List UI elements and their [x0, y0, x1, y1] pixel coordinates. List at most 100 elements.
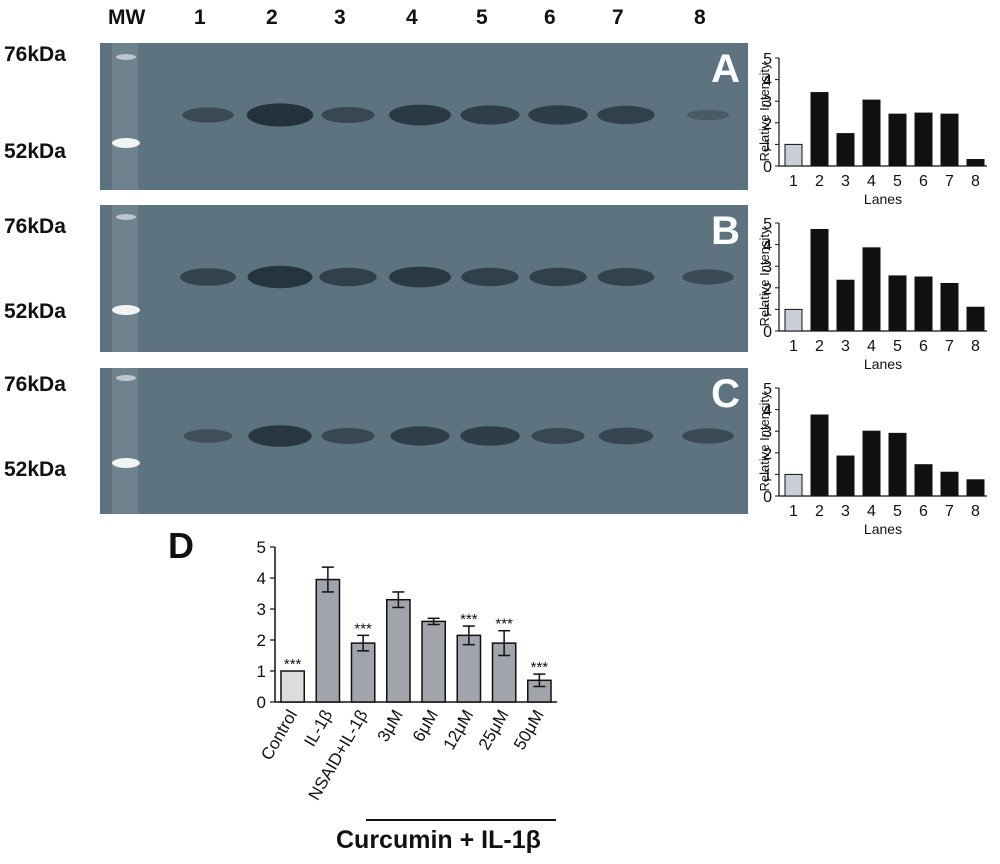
y-tick-label: 2 — [257, 631, 266, 650]
band-lane-6 — [528, 105, 588, 125]
y-tick-label: 1 — [763, 137, 772, 154]
band-lane-2 — [248, 425, 312, 447]
band-lane-3 — [321, 428, 375, 444]
lane-number-2: 2 — [266, 6, 278, 29]
x-tick-label: 25μM — [475, 707, 513, 754]
mw-marker-76 — [116, 54, 136, 60]
bar-lane-6 — [914, 112, 933, 167]
y-tick-label: 3 — [763, 94, 772, 111]
band-lane-2 — [247, 265, 313, 289]
x-tick-label: 1 — [789, 503, 798, 520]
band-lane-1 — [183, 429, 233, 443]
bar-lane-7 — [940, 471, 959, 497]
band-lane-1 — [180, 268, 236, 286]
y-tick-label: 3 — [763, 424, 772, 441]
lane-number-8: 8 — [694, 6, 706, 29]
band-lane-7 — [597, 268, 655, 286]
band-lane-8 — [686, 109, 730, 121]
y-tick-label: 4 — [257, 569, 266, 588]
bar-lane-2 — [810, 92, 829, 167]
band-lane-5 — [460, 426, 520, 446]
x-tick-label: 5 — [893, 173, 902, 190]
bar-lane-3 — [836, 133, 855, 167]
bar-lane-4 — [862, 430, 881, 497]
x-tick-label: 5 — [893, 503, 902, 520]
blot-a-image — [100, 43, 748, 190]
panel-c-letter: C — [711, 372, 740, 416]
bar-lane-4 — [862, 99, 881, 167]
y-tick-label: 0 — [763, 324, 772, 341]
lane-number-6: 6 — [544, 6, 556, 29]
x-tick-label: 4 — [867, 338, 876, 355]
x-tick-label: 1 — [789, 338, 798, 355]
y-tick-label: 4 — [763, 73, 772, 90]
band-lane-6 — [529, 267, 587, 287]
y-tick-label: 4 — [763, 403, 772, 420]
y-tick-label: 5 — [257, 538, 266, 557]
mw-marker-52 — [112, 458, 140, 468]
bar-Control — [280, 670, 305, 703]
bar-lane-8 — [966, 479, 985, 497]
panel-a-letter: A — [711, 47, 740, 91]
x-tick-label: 3 — [841, 503, 850, 520]
y-tick-label: 2 — [763, 281, 772, 298]
y-tick-label: 1 — [763, 467, 772, 484]
y-tick-label: 1 — [257, 662, 266, 681]
bar-lane-2 — [810, 414, 829, 497]
mw-marker-76 — [116, 375, 136, 381]
band-lane-5 — [460, 105, 520, 125]
x-tick-label: 8 — [971, 173, 980, 190]
lane-number-3: 3 — [334, 6, 346, 29]
x-tick-label: 3 — [841, 173, 850, 190]
blot-b: B — [100, 205, 748, 352]
band-lane-7 — [597, 105, 655, 125]
y-tick-label: 5 — [763, 216, 772, 233]
band-lane-4 — [389, 104, 451, 126]
mw-marker-52 — [112, 305, 140, 315]
y-tick-label: 0 — [763, 489, 772, 506]
x-tick-label: 3 — [841, 338, 850, 355]
x-tick-label: 50μM — [510, 707, 548, 754]
bar-lane-2 — [810, 228, 829, 332]
bar-3μM — [386, 598, 411, 703]
bar-6μM — [421, 620, 446, 703]
bar-lane-1 — [784, 143, 803, 167]
bar-lane-7 — [940, 113, 959, 167]
x-tick-label: 6μM — [409, 707, 442, 745]
x-tick-label: 8 — [971, 338, 980, 355]
x-tick-label: 2 — [815, 338, 824, 355]
significance-marker: *** — [354, 620, 372, 637]
mw-52-label-a: 52kDa — [4, 140, 66, 163]
significance-marker: *** — [284, 656, 302, 673]
x-axis-title: Lanes — [864, 191, 902, 207]
blot-c-image — [100, 368, 748, 514]
bar-lane-8 — [966, 159, 985, 167]
bar-lane-6 — [914, 464, 933, 497]
x-tick-label: 8 — [971, 503, 980, 520]
panel-d-letter: D — [168, 525, 194, 566]
bar-lane-7 — [940, 282, 959, 332]
band-lane-4 — [390, 426, 450, 446]
x-tick-label: 6 — [919, 338, 928, 355]
x-tick-label: 2 — [815, 173, 824, 190]
y-tick-label: 0 — [763, 159, 772, 176]
significance-marker: *** — [460, 611, 478, 628]
x-tick-label: 7 — [945, 338, 954, 355]
band-lane-5 — [461, 267, 519, 287]
y-axis-title: Relative Intensity — [757, 62, 772, 161]
y-tick-label: 5 — [763, 51, 772, 68]
x-tick-label: 7 — [945, 173, 954, 190]
significance-marker: *** — [531, 659, 549, 676]
curcumin-group-label: Curcumin + IL-1β — [336, 826, 541, 854]
curcumin-group-line — [366, 819, 556, 821]
x-tick-label: 12μM — [439, 707, 477, 754]
bar-NSAID+IL-1β — [350, 642, 376, 703]
mw-76-label-a: 76kDa — [4, 43, 66, 66]
bar-lane-1 — [784, 473, 803, 497]
x-tick-label: 1 — [789, 173, 798, 190]
significance-marker: *** — [495, 616, 513, 633]
mw-52-label-b: 52kDa — [4, 300, 66, 323]
bar-lane-1 — [784, 308, 803, 332]
